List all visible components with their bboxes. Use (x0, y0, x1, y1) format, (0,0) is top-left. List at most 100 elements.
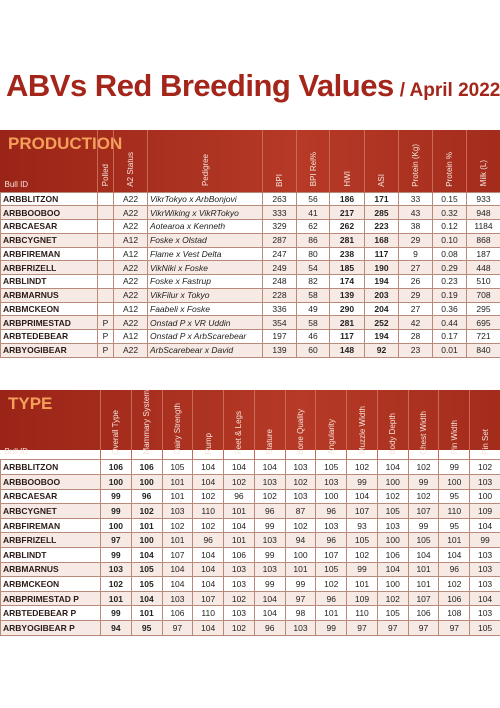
cell: 0.17 (432, 329, 467, 344)
cell: 99 (407, 474, 440, 490)
column-header: Angularity (315, 390, 347, 460)
cell: 0.12 (432, 219, 467, 234)
column-header-text: Rump (203, 433, 213, 455)
cell: VikrTokyo x ArbBonjovi (147, 191, 263, 207)
cell: 333 (262, 205, 297, 220)
cell: 0.23 (432, 274, 467, 289)
column-header-text: Body Depth (388, 412, 398, 455)
cell: 0.29 (432, 260, 467, 275)
cell (97, 274, 114, 289)
cell: 54 (296, 260, 330, 275)
cell: 100 (315, 488, 348, 505)
cell: 27 (398, 301, 433, 317)
column-header: Pedigree (147, 130, 263, 192)
cell: 197 (262, 329, 297, 344)
cell: Onstad P x ArbScarebear (147, 329, 263, 344)
cell: 104 (407, 547, 440, 563)
cell: 102 (284, 517, 317, 534)
cell: 223 (364, 219, 399, 234)
cell: A22 (113, 191, 148, 207)
row: ARBTEDEBEAR P A12 Onstad P x ArbScarebear 19… (0, 329, 500, 344)
cell: 102 (223, 474, 255, 490)
cell: 96 (253, 619, 286, 636)
cell: 104 (469, 517, 500, 534)
cell: ARBPRIMESTAD P (0, 590, 101, 607)
column-header-text: Angularity (326, 418, 336, 455)
cell: 840 (466, 342, 500, 358)
cell: 99 (253, 547, 286, 563)
cell: 0.08 (432, 246, 467, 262)
column-header-text: Protein % (445, 151, 454, 187)
cell: 101 (407, 561, 440, 578)
cell: 107 (161, 547, 194, 563)
cell: 99 (315, 619, 348, 636)
cell (97, 191, 114, 207)
cell: A22 (113, 342, 148, 358)
cell: 290 (329, 301, 365, 317)
production-section: PRODUCTION Bull ID Polled A2 Status Pedigree… (0, 130, 500, 358)
cell: 868 (466, 232, 500, 248)
cell: 103 (284, 459, 317, 476)
cell: 0.01 (432, 342, 467, 358)
cell: 203 (364, 287, 399, 303)
row: ARBMCKEON A12 Faabeli x Foske 336 49 290 204 27… (0, 301, 500, 317)
cell: 100 (130, 474, 163, 490)
cell: 510 (466, 274, 500, 289)
cell: 33 (398, 191, 433, 207)
column-header-text: Bone Quality (295, 408, 305, 455)
column-header-text: HWI (342, 170, 352, 187)
column-header: Bull ID (4, 447, 29, 457)
cell: 109 (346, 590, 378, 607)
cell: ARBBLITZON (0, 459, 101, 476)
cell: ArbScarebear x David (147, 342, 263, 358)
cell: 0.44 (432, 315, 467, 330)
column-header-text: Protein (Kg) (411, 143, 420, 187)
cell: 96 (315, 590, 348, 607)
cell: ARBBLITZON (0, 191, 98, 207)
cell: 103 (315, 517, 348, 534)
cell: ARBBOOBOO (0, 205, 98, 220)
column-header: Dairy Strength (161, 390, 193, 460)
section-title: PRODUCTION (8, 134, 123, 153)
cell: 87 (284, 503, 317, 519)
cell: 105 (376, 605, 409, 621)
cell: 708 (466, 287, 500, 303)
cell: 99 (100, 503, 132, 519)
cell: 103 (469, 576, 500, 592)
cell: 28 (398, 329, 433, 344)
cell: ARBMARNUS (0, 561, 101, 578)
section-title: TYPE (8, 394, 53, 413)
cell: 171 (364, 191, 399, 207)
row: ARBFIREMAN 100 101 102 102 104 99 102 103 93 103 99… (0, 517, 500, 534)
cell: 107 (407, 503, 440, 519)
cell: 105 (315, 459, 348, 476)
cell: 105 (315, 561, 348, 578)
cell: 101 (161, 532, 194, 549)
cell: 98 (284, 605, 317, 621)
title-sub: / April 2022 (399, 80, 500, 101)
column-header: Stature (253, 390, 286, 460)
cell: 107 (315, 547, 348, 563)
cell: 94 (100, 619, 132, 636)
cell: 82 (296, 274, 330, 289)
cell: 110 (192, 605, 225, 621)
cell: 96 (253, 503, 286, 519)
cell: 102 (469, 459, 500, 476)
cell: 103 (284, 619, 317, 636)
cell: 43 (398, 205, 433, 220)
column-header-text: Pedigree (200, 154, 210, 187)
cell: 97 (376, 619, 409, 636)
cell: 106 (438, 590, 471, 607)
column-header-text: Overall Type (111, 409, 121, 455)
cell: 107 (346, 503, 378, 519)
cell: 100 (100, 474, 132, 490)
cell: 448 (466, 260, 500, 275)
cell: ARBFRIZELL (0, 532, 101, 549)
cell: 97 (161, 619, 194, 636)
cell: 103 (253, 561, 286, 578)
cell: 103 (469, 474, 500, 490)
cell: 99 (253, 576, 286, 592)
cell: 96 (192, 532, 225, 549)
cell: Foske x Fastrup (147, 274, 263, 289)
cell: P (97, 329, 114, 344)
